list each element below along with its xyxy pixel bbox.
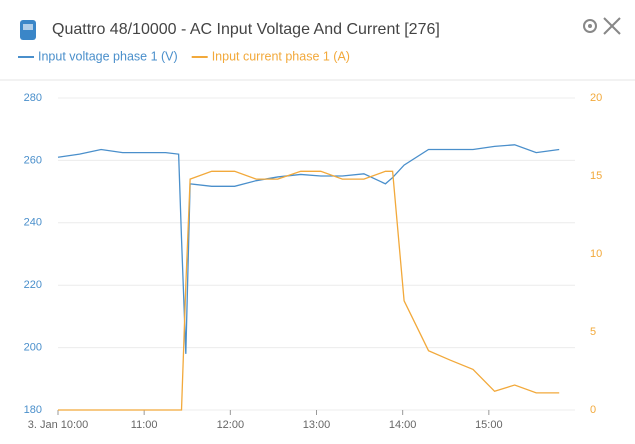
- series-line: [58, 170, 560, 411]
- legend-label: Input current phase 1 (A): [212, 49, 350, 63]
- settings-icon[interactable]: [583, 19, 597, 33]
- expand-icon[interactable]: [603, 17, 621, 35]
- legend-label: Input voltage phase 1 (V): [38, 49, 178, 63]
- x-tick-label: 3. Jan 10:00: [28, 419, 89, 431]
- x-tick-label: 14:00: [389, 419, 417, 431]
- series-line: [57, 144, 560, 354]
- y2-tick-label: 5: [590, 326, 596, 338]
- y-tick-label: 220: [24, 279, 42, 291]
- x-tick-label: 15:00: [475, 419, 503, 431]
- y-tick-label: 240: [24, 217, 42, 229]
- chart-title: Quattro 48/10000 - AC Input Voltage And …: [52, 21, 440, 38]
- device-icon-detail: [23, 24, 33, 30]
- y2-tick-label: 15: [590, 170, 602, 182]
- y-tick-label: 180: [24, 404, 42, 416]
- y2-tick-label: 10: [590, 248, 602, 260]
- x-tick-label: 12:00: [217, 419, 245, 431]
- y-tick-label: 200: [24, 342, 42, 354]
- y-tick-label: 280: [24, 92, 42, 104]
- y2-tick-label: 0: [590, 404, 596, 416]
- x-tick-label: 11:00: [131, 419, 158, 431]
- y2-tick-label: 20: [590, 92, 602, 104]
- x-tick-label: 13:00: [303, 419, 331, 431]
- y-tick-label: 260: [24, 154, 42, 166]
